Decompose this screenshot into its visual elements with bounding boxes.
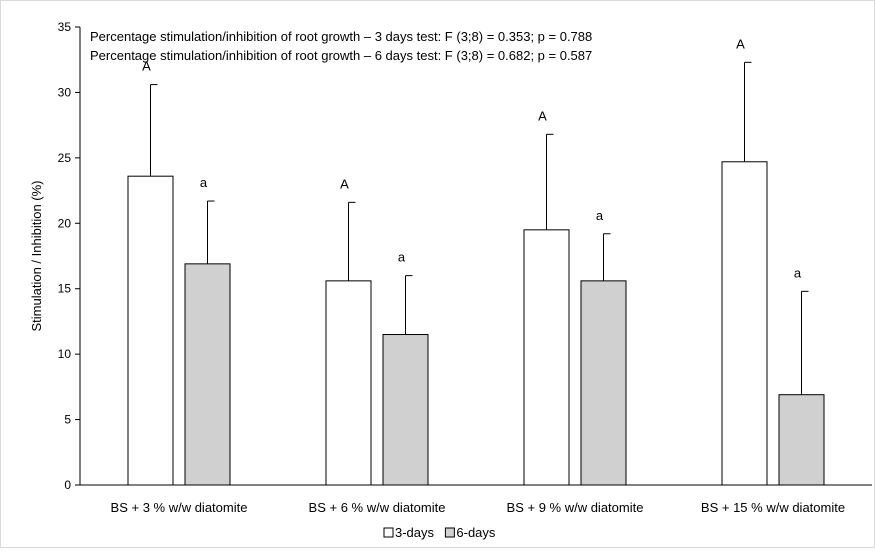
- y-tick-label: 20: [58, 216, 72, 230]
- legend-label-6-days: 6-days: [456, 525, 496, 540]
- y-tick-label: 10: [58, 347, 72, 361]
- bar-6-days-2: [382, 334, 429, 486]
- legend-label-3-days: 3-days: [395, 525, 435, 540]
- legend-swatch-3-days: [383, 527, 394, 538]
- y-tick-label: 0: [64, 478, 71, 492]
- y-axis-label: Stimulation / Inhibition (%): [29, 180, 44, 331]
- significance-letter: a: [398, 250, 406, 265]
- significance-letter: A: [538, 108, 547, 123]
- y-tick-label: 30: [58, 85, 72, 99]
- x-tick-label: BS + 15 % w/w diatomite: [701, 500, 845, 515]
- annotation-text: Percentage stimulation/inhibition of roo…: [90, 48, 592, 63]
- significance-letter: a: [794, 265, 802, 280]
- significance-letter: A: [340, 176, 349, 191]
- annotation-text: Percentage stimulation/inhibition of roo…: [90, 29, 592, 44]
- bar-6-days-1: [184, 263, 231, 486]
- significance-letter: A: [142, 59, 151, 74]
- significance-letter: A: [736, 36, 745, 51]
- bar-6-days-3: [580, 280, 627, 486]
- significance-letter: a: [200, 175, 208, 190]
- x-tick-label: BS + 6 % w/w diatomite: [309, 500, 446, 515]
- bar-3-days-3: [523, 229, 570, 486]
- x-tick-label: BS + 3 % w/w diatomite: [111, 500, 248, 515]
- legend: 3-days 6-days: [383, 525, 496, 540]
- bar-3-days-4: [721, 161, 768, 486]
- bar-3-days-2: [325, 280, 372, 486]
- y-tick-label: 15: [58, 282, 72, 296]
- x-tick-labels: BS + 3 % w/w diatomite BS + 6 % w/w diato…: [111, 500, 846, 515]
- bar-3-days-1: [127, 175, 174, 486]
- bar-6-days-4: [778, 394, 825, 486]
- axes: 0 5 10 15 20 25 30 35 Stimulation / Inhibition (…: [29, 20, 872, 492]
- x-tick-label: BS + 9 % w/w diatomite: [507, 500, 644, 515]
- annotations: Percentage stimulation/inhibition of roo…: [90, 29, 592, 63]
- y-tick-label: 25: [58, 151, 72, 165]
- legend-swatch-6-days: [444, 527, 455, 538]
- bars: Aa Aa Aa Aa: [127, 36, 825, 486]
- y-tick-label: 35: [58, 20, 72, 34]
- y-tick-label: 5: [64, 413, 71, 427]
- significance-letter: a: [596, 208, 604, 223]
